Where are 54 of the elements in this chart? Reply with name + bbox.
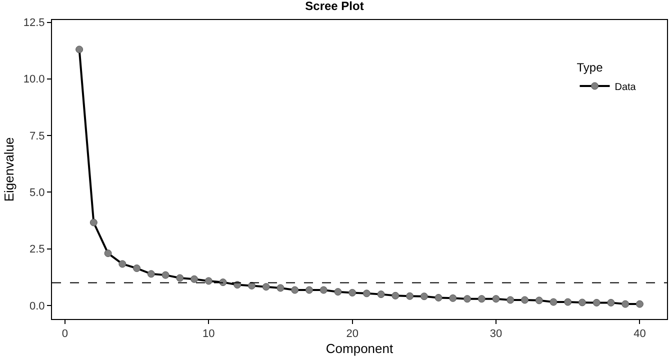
point — [362, 290, 370, 298]
point — [506, 296, 514, 304]
point — [521, 296, 528, 304]
y-tick-label: 5.0 — [30, 187, 45, 199]
point — [464, 295, 472, 303]
point — [118, 260, 126, 268]
point — [636, 300, 644, 308]
x-tick-label: 40 — [634, 328, 646, 340]
point — [147, 270, 155, 278]
legend-title: Type — [576, 60, 604, 74]
point — [535, 296, 543, 304]
x-axis-title: Component — [326, 340, 394, 356]
point — [348, 288, 356, 296]
x-tick-label: 20 — [346, 328, 358, 340]
point — [262, 283, 270, 291]
point — [162, 271, 170, 279]
point — [420, 292, 428, 300]
y-axis-title: Eigenvalue — [1, 137, 16, 202]
point — [76, 46, 84, 54]
point — [276, 284, 284, 292]
chart-title: Scree Plot — [305, 0, 364, 14]
point — [622, 300, 630, 308]
point — [564, 298, 572, 306]
point — [478, 295, 486, 303]
x-tick-label: 30 — [490, 328, 502, 340]
point — [492, 295, 500, 303]
point — [434, 294, 442, 302]
legend-label: Data — [614, 82, 636, 93]
point — [578, 298, 586, 306]
point — [104, 250, 112, 258]
point — [607, 298, 615, 306]
x-tick-label: 10 — [202, 328, 215, 340]
point — [133, 264, 141, 272]
x-tick-label: 0 — [62, 328, 68, 340]
y-tick-label: 12.5 — [23, 17, 45, 30]
point — [90, 218, 98, 226]
point — [176, 274, 184, 282]
point — [377, 290, 385, 298]
point — [449, 294, 457, 302]
y-tick-label: 0.0 — [30, 300, 45, 312]
point — [592, 298, 600, 306]
point — [219, 278, 227, 286]
y-tick-label: 7.5 — [30, 130, 45, 142]
point — [291, 286, 299, 294]
point — [334, 288, 342, 296]
point — [406, 292, 414, 300]
point — [305, 286, 313, 294]
point — [204, 277, 212, 285]
point — [190, 275, 198, 283]
point — [550, 298, 558, 306]
point — [392, 292, 400, 300]
point — [320, 286, 328, 294]
y-tick-label: 2.5 — [30, 244, 45, 256]
y-tick-label: 10.0 — [23, 74, 45, 86]
